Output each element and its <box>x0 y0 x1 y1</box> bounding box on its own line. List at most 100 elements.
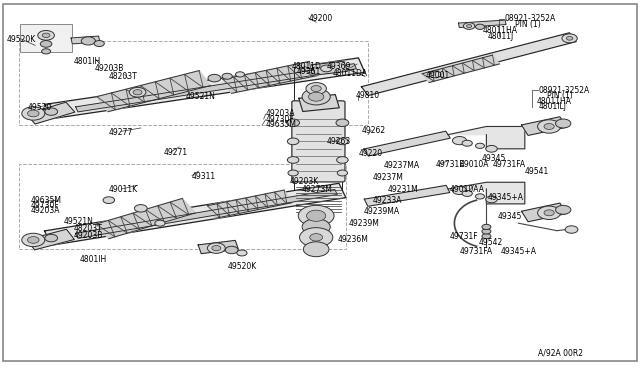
Text: 49731FA: 49731FA <box>460 247 493 256</box>
Text: 49277: 49277 <box>109 128 133 137</box>
Polygon shape <box>458 20 506 28</box>
Text: 49345+A: 49345+A <box>488 193 524 202</box>
Circle shape <box>302 219 330 235</box>
Text: 49520K: 49520K <box>227 262 257 271</box>
Circle shape <box>538 206 561 219</box>
Polygon shape <box>223 61 318 93</box>
Text: A/92A 00R2: A/92A 00R2 <box>538 349 582 358</box>
Text: 48011D: 48011D <box>291 62 321 71</box>
Circle shape <box>303 242 329 257</box>
Polygon shape <box>71 36 100 44</box>
Circle shape <box>429 71 441 78</box>
Text: 49237MA: 49237MA <box>384 161 420 170</box>
Polygon shape <box>198 240 238 254</box>
Polygon shape <box>522 117 566 135</box>
Circle shape <box>45 234 58 242</box>
Circle shape <box>134 205 147 212</box>
Text: 49635M: 49635M <box>266 120 296 129</box>
Polygon shape <box>207 190 292 218</box>
Circle shape <box>22 107 45 120</box>
Circle shape <box>38 31 54 40</box>
Circle shape <box>452 137 467 145</box>
Text: 49237M: 49237M <box>372 173 403 182</box>
Text: 49542: 49542 <box>479 238 503 247</box>
Circle shape <box>94 41 104 46</box>
Circle shape <box>208 74 221 82</box>
Circle shape <box>308 92 324 101</box>
Circle shape <box>544 210 554 216</box>
Circle shape <box>237 250 247 256</box>
Circle shape <box>562 34 577 43</box>
Text: 48203T: 48203T <box>74 224 102 233</box>
Text: 49731FA: 49731FA <box>493 160 526 169</box>
Circle shape <box>452 186 467 195</box>
Text: 49220: 49220 <box>358 149 383 158</box>
Text: PIN (1): PIN (1) <box>547 91 573 100</box>
Circle shape <box>544 124 554 129</box>
Circle shape <box>288 170 298 176</box>
Circle shape <box>337 170 348 176</box>
Text: 49203B: 49203B <box>95 64 124 73</box>
Circle shape <box>129 87 146 97</box>
Text: PIN (1): PIN (1) <box>515 20 541 29</box>
Circle shape <box>45 108 58 115</box>
Text: 49263: 49263 <box>326 137 351 146</box>
Circle shape <box>42 49 51 54</box>
Text: 49200: 49200 <box>308 14 333 23</box>
Circle shape <box>556 205 571 214</box>
Text: 49731E: 49731E <box>435 160 464 169</box>
Polygon shape <box>364 185 450 206</box>
Circle shape <box>482 224 491 230</box>
Text: 49203A: 49203A <box>31 206 60 215</box>
Text: 49521N: 49521N <box>186 92 216 101</box>
Text: 49239M: 49239M <box>349 219 380 228</box>
Polygon shape <box>26 102 75 124</box>
Circle shape <box>462 140 472 146</box>
Circle shape <box>207 243 225 253</box>
Polygon shape <box>522 203 566 222</box>
Polygon shape <box>448 182 525 204</box>
Polygon shape <box>45 183 346 245</box>
Polygon shape <box>45 58 365 119</box>
Circle shape <box>42 33 50 38</box>
Text: 49239MA: 49239MA <box>364 207 399 216</box>
Circle shape <box>310 234 323 241</box>
Circle shape <box>482 234 491 239</box>
Text: 49010AA: 49010AA <box>450 185 485 194</box>
Polygon shape <box>76 64 356 112</box>
FancyBboxPatch shape <box>292 101 345 182</box>
Circle shape <box>28 110 39 117</box>
Text: 49730F: 49730F <box>31 201 60 210</box>
Text: 49203B: 49203B <box>74 231 103 240</box>
Text: 49273M: 49273M <box>302 185 333 194</box>
Polygon shape <box>422 55 499 83</box>
Text: 49731F: 49731F <box>450 232 479 241</box>
Polygon shape <box>97 71 211 112</box>
Circle shape <box>302 89 330 105</box>
Text: 49236M: 49236M <box>338 235 369 244</box>
Circle shape <box>311 86 321 92</box>
Circle shape <box>103 197 115 203</box>
Text: 49345: 49345 <box>498 212 522 221</box>
Text: 49369: 49369 <box>326 62 351 71</box>
Text: 49203K: 49203K <box>289 177 319 186</box>
Polygon shape <box>312 61 348 75</box>
Circle shape <box>337 138 348 145</box>
Text: 4801ILJ: 4801ILJ <box>539 102 567 111</box>
Circle shape <box>337 157 348 163</box>
Text: 4801IH: 4801IH <box>74 57 101 66</box>
Circle shape <box>538 120 561 133</box>
Circle shape <box>40 41 52 47</box>
Text: 49730F: 49730F <box>266 115 294 124</box>
Text: 49011K: 49011K <box>109 185 138 194</box>
Circle shape <box>321 65 332 72</box>
Circle shape <box>287 157 299 163</box>
Circle shape <box>287 138 299 145</box>
Text: 49521N: 49521N <box>64 217 94 226</box>
Text: 08921-3252A: 08921-3252A <box>504 14 556 23</box>
Text: 49810: 49810 <box>355 92 380 100</box>
Circle shape <box>307 210 326 221</box>
Circle shape <box>566 36 573 40</box>
Text: 49635M: 49635M <box>31 196 61 205</box>
Text: 49541: 49541 <box>525 167 549 176</box>
